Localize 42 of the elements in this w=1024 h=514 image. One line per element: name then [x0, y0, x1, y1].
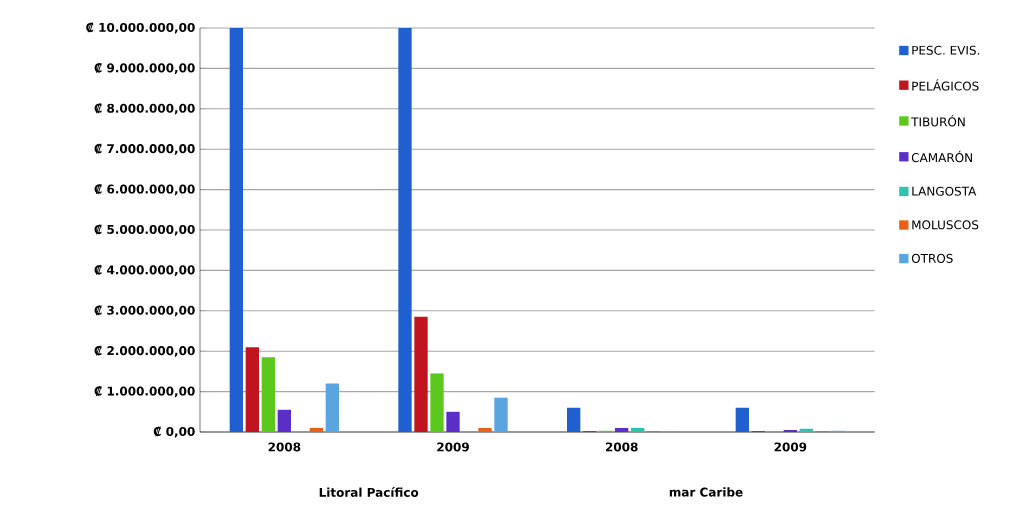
- bar: [309, 427, 323, 432]
- text: Litoral Pacífico: [319, 487, 419, 497]
- bar: [735, 407, 750, 432]
- bar: [245, 347, 259, 432]
- x-tick-label: 2008: [605, 442, 638, 452]
- bar: [494, 397, 508, 432]
- y-tick-label: ₡ 2.000.000,00: [94, 345, 195, 357]
- bar: [229, 28, 243, 432]
- y-tick-label: ₡ 1.000.000,00: [94, 386, 195, 398]
- legend-label: TIBURÓN: [911, 115, 965, 127]
- bar: [398, 28, 412, 432]
- x-tick-label: 2008: [268, 442, 301, 452]
- bar: [446, 411, 460, 432]
- legend-label: PESC. EVIS.: [912, 45, 980, 55]
- text: mar Caribe: [669, 487, 743, 497]
- bar: [430, 373, 444, 432]
- bar: [414, 316, 428, 432]
- bar: [567, 407, 581, 432]
- legend-label: LANGOSTA: [912, 186, 977, 196]
- y-tick-label: ₡ 10.000.000,00: [86, 22, 195, 34]
- legend-label: MOLUSCOS: [912, 220, 979, 230]
- x-tick-label: 2009: [774, 442, 807, 452]
- bar: [783, 429, 798, 432]
- bar: [261, 357, 275, 432]
- y-tick-label: ₡ 4.000.000,00: [94, 264, 195, 276]
- y-tick-label: ₡ 0,00: [153, 426, 195, 438]
- bar: [277, 409, 291, 432]
- bar: [478, 427, 492, 432]
- x-tick-label: 2009: [437, 442, 469, 452]
- bar: [631, 427, 645, 432]
- y-tick-label: ₡ 5.000.000,00: [94, 224, 195, 236]
- legend-label: PELÁGICOS: [912, 79, 979, 91]
- legend-label: CAMARÓN: [911, 150, 972, 163]
- bar: [325, 383, 339, 432]
- bar: [799, 428, 814, 432]
- legend-label: OTROS: [911, 253, 953, 263]
- y-tick-label: ₡ 7.000.000,00: [94, 143, 195, 155]
- bar: [615, 427, 629, 432]
- y-tick-label: ₡ 3.000.000,00: [94, 305, 195, 317]
- y-tick-label: ₡ 9.000.000,00: [94, 62, 195, 74]
- y-tick-label: ₡ 6.000.000,00: [94, 184, 195, 196]
- y-tick-label: ₡ 8.000.000,00: [94, 103, 195, 115]
